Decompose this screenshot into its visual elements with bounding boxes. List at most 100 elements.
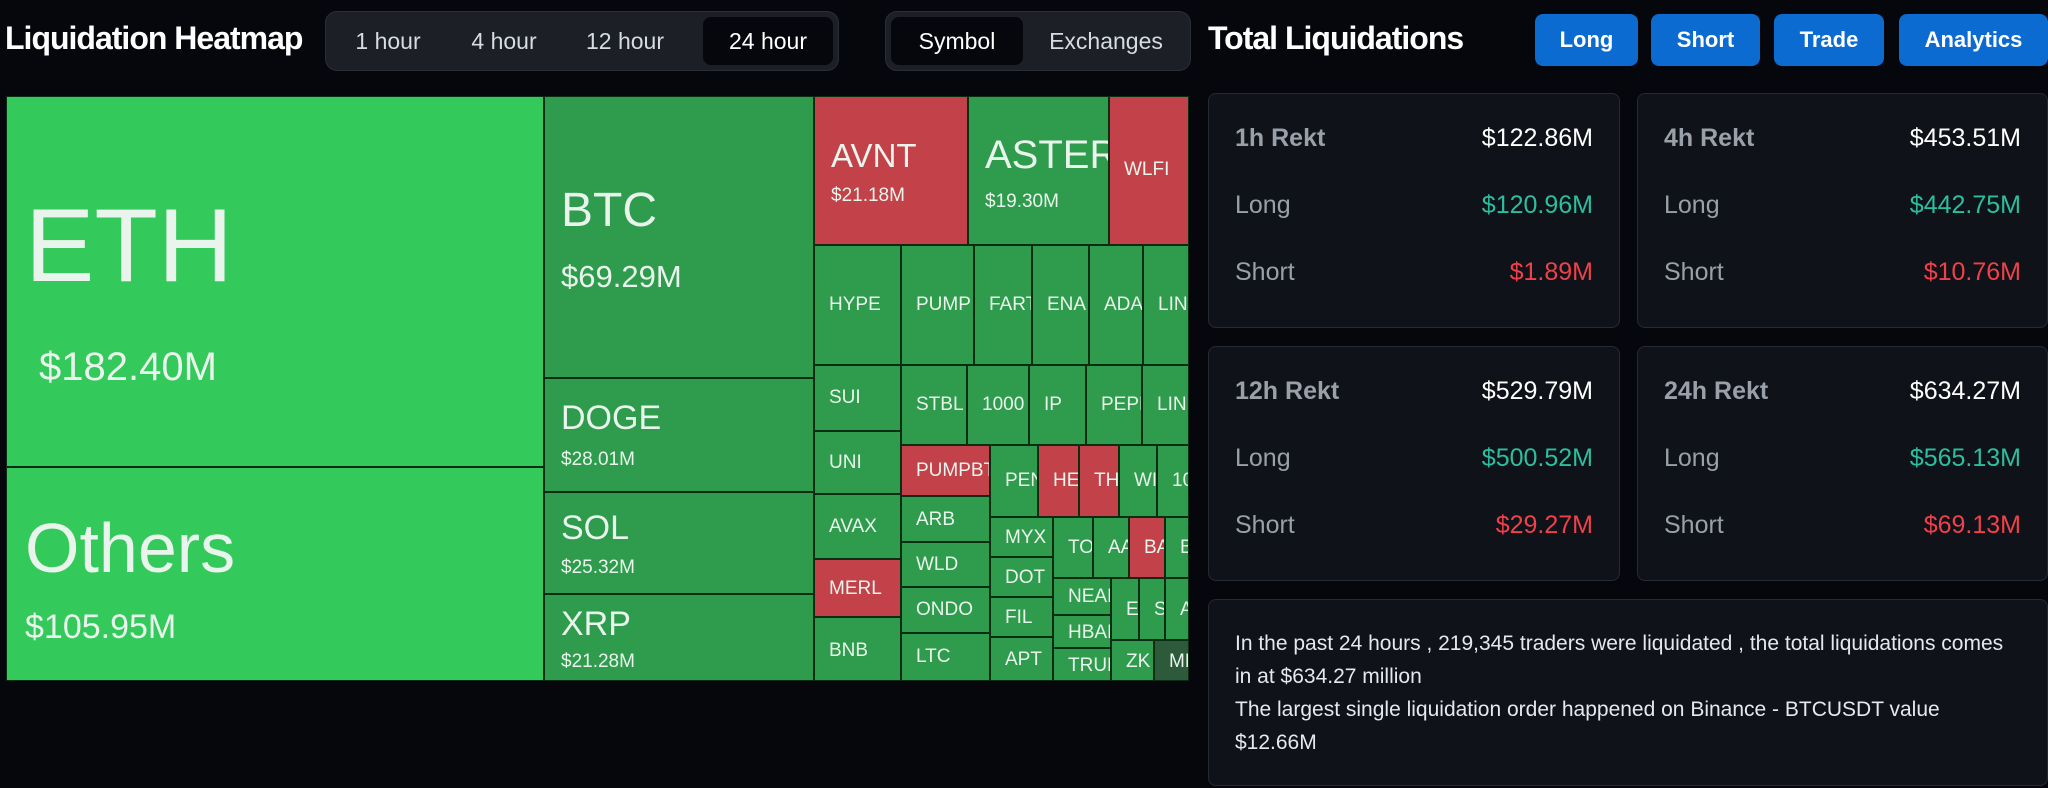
tile-symbol: STBL bbox=[916, 394, 964, 415]
tile-symbol: ENA bbox=[1047, 294, 1087, 315]
tile-avax[interactable]: AVAX bbox=[814, 494, 901, 559]
tile-bard[interactable]: BARD bbox=[1129, 517, 1165, 578]
tile-etc[interactable]: ETC bbox=[1111, 578, 1139, 640]
tile-near[interactable]: NEAR bbox=[1053, 578, 1111, 615]
tile-xrp[interactable]: XRP $21.28M bbox=[544, 594, 814, 681]
tile-symbol: BNB bbox=[1180, 537, 1188, 559]
tile-bnb-small[interactable]: BNB bbox=[1165, 517, 1189, 578]
long-label: Long bbox=[1235, 191, 1291, 219]
tile-1000-b[interactable]: 1000 bbox=[1157, 445, 1189, 517]
tile-value: $69.29M bbox=[561, 259, 682, 294]
tile-ltc[interactable]: LTC bbox=[901, 633, 990, 681]
tile-symbol: AAVE bbox=[1108, 537, 1128, 558]
tile-symbol: PEPE bbox=[1101, 394, 1141, 415]
tile-link[interactable]: LINK bbox=[1143, 245, 1189, 365]
long-value: $442.75M bbox=[1909, 191, 2021, 219]
tile-symbol: S bbox=[1154, 599, 1164, 621]
card-total: $122.86M bbox=[1481, 124, 1593, 152]
tile-ondo[interactable]: ONDO bbox=[901, 587, 990, 633]
tile-btc[interactable]: BTC $69.29M bbox=[544, 96, 814, 378]
tile-s[interactable]: S bbox=[1139, 578, 1165, 640]
tile-hemi[interactable]: HEMI bbox=[1038, 445, 1079, 517]
tile-pumpbtc[interactable]: PUMPBTC bbox=[901, 445, 990, 496]
card-total: $634.27M bbox=[1909, 377, 2021, 405]
tile-symbol: DOGE bbox=[561, 399, 662, 437]
tile-symbol: MYX bbox=[1005, 527, 1047, 548]
trade-button[interactable]: Trade bbox=[1774, 14, 1884, 66]
tile-symbol: 1000 bbox=[982, 394, 1025, 415]
tile-aave[interactable]: AAVE bbox=[1093, 517, 1129, 578]
tile-dot[interactable]: DOT bbox=[990, 557, 1053, 597]
tile-1000[interactable]: 1000 bbox=[967, 365, 1029, 445]
tile-the[interactable]: THE bbox=[1079, 445, 1119, 517]
tile-wif[interactable]: WIF bbox=[1119, 445, 1157, 517]
tile-ena[interactable]: ENA bbox=[1032, 245, 1089, 365]
tile-symbol: Others bbox=[25, 509, 236, 587]
tab-24-hour[interactable]: 24 hour bbox=[703, 17, 833, 65]
tile-fil[interactable]: FIL bbox=[990, 597, 1053, 637]
tile-others[interactable]: Others $105.95M bbox=[6, 467, 544, 681]
card-total: $529.79M bbox=[1481, 377, 1593, 405]
tile-symbol: SOL bbox=[561, 509, 630, 547]
tile-symbol: MNT bbox=[1169, 651, 1188, 672]
tile-eth[interactable]: ETH $182.40M bbox=[6, 96, 544, 467]
tile-arb[interactable]: ARB bbox=[901, 496, 990, 542]
time-range-tabs: 1 hour 4 hour 12 hour 24 hour bbox=[325, 11, 839, 71]
totals-title: Total Liquidations bbox=[1208, 20, 1464, 56]
tile-merl[interactable]: MERL bbox=[814, 559, 901, 617]
tile-zk[interactable]: ZK bbox=[1111, 640, 1154, 681]
tile-symbol: PUMPBTC bbox=[916, 460, 989, 481]
tile-symbol: XRP bbox=[561, 605, 631, 643]
tile-bnb[interactable]: BNB bbox=[814, 617, 901, 681]
short-value: $69.13M bbox=[1923, 511, 2021, 539]
tile-aster[interactable]: ASTER $19.30M bbox=[968, 96, 1109, 245]
tile-myx[interactable]: MYX bbox=[990, 517, 1053, 557]
tile-ada[interactable]: ADA bbox=[1089, 245, 1143, 365]
tile-ton[interactable]: TON bbox=[1053, 517, 1093, 578]
tile-symbol: AVAX bbox=[829, 516, 877, 537]
tile-wlfi[interactable]: WLFI bbox=[1109, 96, 1189, 245]
tile-mnt[interactable]: MNT bbox=[1154, 640, 1189, 681]
short-value: $10.76M bbox=[1923, 258, 2021, 286]
tab-4-hour[interactable]: 4 hour bbox=[471, 27, 537, 54]
long-value: $120.96M bbox=[1481, 191, 1593, 219]
tile-sui[interactable]: SUI bbox=[814, 365, 901, 431]
tile-symbol: THE bbox=[1094, 470, 1119, 491]
tile-symbol: HBAR bbox=[1068, 622, 1110, 643]
tile-pengu[interactable]: PENGU bbox=[990, 445, 1038, 517]
tile-ape[interactable]: APE bbox=[1165, 578, 1189, 640]
tab-12-hour[interactable]: 12 hour bbox=[585, 27, 664, 54]
tab-exchanges[interactable]: Exchanges bbox=[1049, 27, 1163, 54]
long-button[interactable]: Long bbox=[1535, 14, 1638, 66]
tile-fart[interactable]: FART bbox=[974, 245, 1032, 365]
summary-line-2: The largest single liquidation order hap… bbox=[1235, 698, 1940, 754]
tile-sol[interactable]: SOL $25.32M bbox=[544, 492, 814, 594]
tile-symbol: PUMP bbox=[916, 294, 971, 315]
tile-symbol: APT bbox=[1005, 649, 1042, 670]
tab-1-hour[interactable]: 1 hour bbox=[355, 27, 421, 54]
short-button[interactable]: Short bbox=[1651, 14, 1760, 66]
tile-symbol: ZK bbox=[1126, 651, 1151, 672]
card-title: 12h Rekt bbox=[1235, 377, 1340, 405]
tab-symbol[interactable]: Symbol bbox=[891, 17, 1023, 65]
tile-pump[interactable]: PUMP bbox=[901, 245, 974, 365]
tile-ip[interactable]: IP bbox=[1029, 365, 1086, 445]
card-title: 4h Rekt bbox=[1664, 124, 1755, 152]
tile-linea[interactable]: LINEA bbox=[1142, 365, 1189, 445]
tile-hbar[interactable]: HBAR bbox=[1053, 615, 1111, 648]
tile-wld[interactable]: WLD bbox=[901, 542, 990, 587]
analytics-button[interactable]: Analytics bbox=[1899, 14, 2048, 66]
tile-symbol: WLFI bbox=[1124, 159, 1170, 180]
tile-pepe[interactable]: PEPE bbox=[1086, 365, 1142, 445]
tile-hype[interactable]: HYPE bbox=[814, 245, 901, 365]
tile-apt[interactable]: APT bbox=[990, 637, 1053, 681]
tile-stbl[interactable]: STBL bbox=[901, 365, 967, 445]
tile-symbol: DOT bbox=[1005, 567, 1046, 588]
tile-symbol: IP bbox=[1044, 394, 1062, 415]
tile-doge[interactable]: DOGE $28.01M bbox=[544, 378, 814, 492]
tile-uni[interactable]: UNI bbox=[814, 431, 901, 494]
tile-symbol: AVNT bbox=[831, 137, 917, 174]
tile-value: $19.30M bbox=[985, 191, 1059, 212]
tile-avnt[interactable]: AVNT $21.18M bbox=[814, 96, 968, 245]
tile-trump[interactable]: TRUMP bbox=[1053, 648, 1111, 681]
